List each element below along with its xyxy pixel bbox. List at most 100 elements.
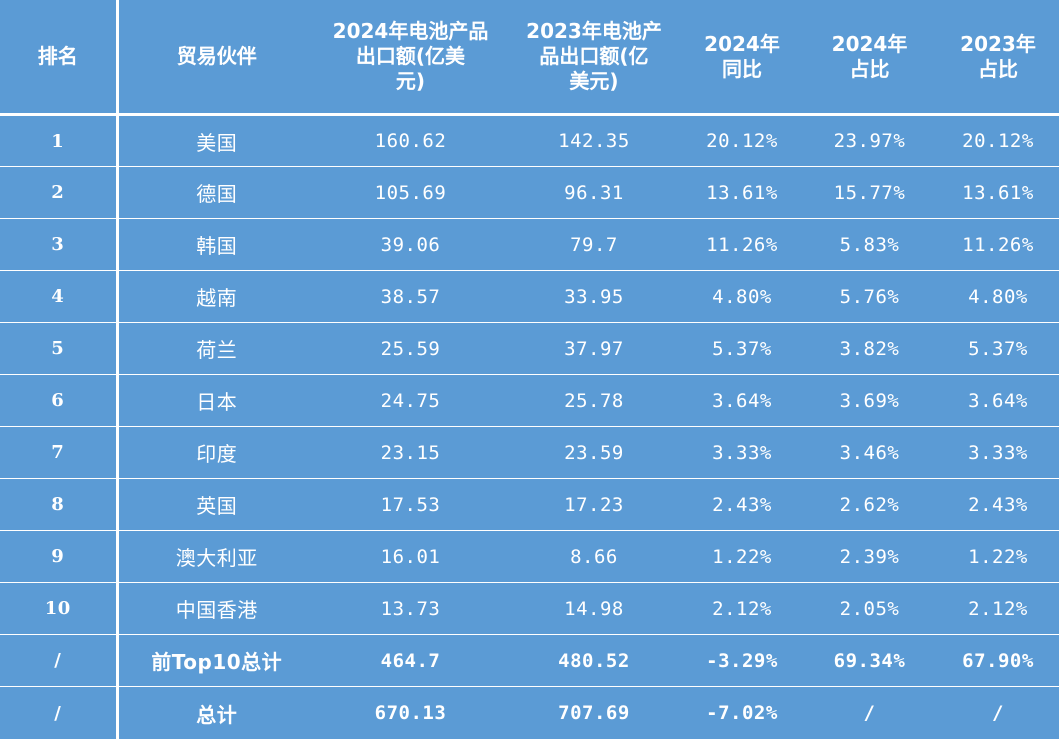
cell-share-2023: 2.43% bbox=[937, 478, 1059, 532]
table-row: 7 印度 23.15 23.59 3.33% 3.46% 3.33% bbox=[0, 426, 1059, 480]
cell-share-2024: 5.83% bbox=[802, 218, 937, 272]
cell-share-2023: 1.22% bbox=[937, 530, 1059, 584]
cell-rank: 1 bbox=[0, 114, 119, 168]
cell-share-2024: / bbox=[863, 702, 876, 725]
cell-export-2024: 23.15 bbox=[315, 426, 506, 480]
cell-rank: 10 bbox=[0, 582, 119, 636]
cell-yoy-2024: -7.02% bbox=[706, 702, 778, 725]
table-row: 5 荷兰 25.59 37.97 5.37% 3.82% 5.37% bbox=[0, 322, 1059, 376]
table-row: 2 德国 105.69 96.31 13.61% 15.77% 13.61% bbox=[0, 166, 1059, 220]
cell-export-2024: 17.53 bbox=[315, 478, 506, 532]
cell-rank: 6 bbox=[0, 374, 119, 428]
header-rank-label: 排名 bbox=[37, 44, 78, 68]
cell-yoy-2024: 20.12% bbox=[682, 114, 802, 168]
cell-partner: 越南 bbox=[117, 270, 315, 324]
cell-rank: / bbox=[0, 634, 119, 688]
cell-share-2023: 11.26% bbox=[937, 218, 1059, 272]
table-row: 1 美国 160.62 142.35 20.12% 23.97% 20.12% bbox=[0, 114, 1059, 168]
cell-export-2024: 670.13 bbox=[374, 702, 447, 725]
cell-share-2023: 4.80% bbox=[937, 270, 1059, 324]
cell-export-2024: 13.73 bbox=[315, 582, 506, 636]
cell-export-2023: 96.31 bbox=[506, 166, 682, 220]
cell-share-2023: / bbox=[992, 702, 1004, 725]
header-yoy-2024[interactable]: 2024年 同比 bbox=[682, 0, 802, 116]
cell-share-2023: 2.12% bbox=[937, 582, 1059, 636]
table-row: 10 中国香港 13.73 14.98 2.12% 2.05% 2.12% bbox=[0, 582, 1059, 636]
cell-rank: / bbox=[0, 686, 119, 739]
cell-export-2023: 25.78 bbox=[506, 374, 682, 428]
cell-partner: 前Top10总计 bbox=[117, 634, 315, 688]
header-export-2023[interactable]: 2023年电池产 品出口额(亿 美元) bbox=[506, 0, 682, 116]
header-export-2024[interactable]: 2024年电池产品 出口额(亿美 元) bbox=[315, 0, 506, 116]
cell-export-2023: 33.95 bbox=[506, 270, 682, 324]
cell-share-2024: 3.82% bbox=[802, 322, 937, 376]
cell-yoy-2024: 3.64% bbox=[682, 374, 802, 428]
cell-export-2024: 16.01 bbox=[315, 530, 506, 584]
cell-yoy-2024: 1.22% bbox=[682, 530, 802, 584]
cell-export-2023: 14.98 bbox=[506, 582, 682, 636]
cell-rank: 8 bbox=[0, 478, 119, 532]
table-row: 4 越南 38.57 33.95 4.80% 5.76% 4.80% bbox=[0, 270, 1059, 324]
cell-share-2023: 20.12% bbox=[937, 114, 1059, 168]
cell-export-2023: 23.59 bbox=[506, 426, 682, 480]
table-body: 1 美国 160.62 142.35 20.12% 23.97% 20.12% … bbox=[0, 114, 1059, 739]
header-rank[interactable]: 排名 bbox=[0, 0, 119, 116]
cell-export-2024: 24.75 bbox=[315, 374, 506, 428]
table-row: 9 澳大利亚 16.01 8.66 1.22% 2.39% 1.22% bbox=[0, 530, 1059, 584]
cell-yoy-2024: 4.80% bbox=[682, 270, 802, 324]
cell-export-2024: 38.57 bbox=[315, 270, 506, 324]
cell-export-2024: 25.59 bbox=[315, 322, 506, 376]
header-share-2023[interactable]: 2023年 占比 bbox=[937, 0, 1059, 116]
cell-share-2024: 69.34% bbox=[802, 634, 937, 688]
cell-rank: 4 bbox=[0, 270, 119, 324]
cell-rank: 7 bbox=[0, 426, 119, 480]
cell-share-2024: 2.39% bbox=[802, 530, 937, 584]
cell-export-2024: 464.7 bbox=[315, 634, 506, 688]
cell-export-2023: 79.7 bbox=[506, 218, 682, 272]
cell-share-2024: 5.76% bbox=[802, 270, 937, 324]
cell-partner: 英国 bbox=[117, 478, 315, 532]
header-share-2023-label: 2023年 占比 bbox=[960, 31, 1036, 81]
cell-partner: 日本 bbox=[117, 374, 315, 428]
header-partner[interactable]: 贸易伙伴 bbox=[117, 0, 315, 116]
cell-yoy-2024: 3.33% bbox=[682, 426, 802, 480]
table-row: 3 韩国 39.06 79.7 11.26% 5.83% 11.26% bbox=[0, 218, 1059, 272]
cell-rank: 9 bbox=[0, 530, 119, 584]
cell-partner: 中国香港 bbox=[117, 582, 315, 636]
cell-share-2024: 2.62% bbox=[802, 478, 937, 532]
cell-export-2024: 105.69 bbox=[315, 166, 506, 220]
cell-yoy-2024: 11.26% bbox=[682, 218, 802, 272]
cell-export-2023: 480.52 bbox=[506, 634, 682, 688]
cell-partner: 韩国 bbox=[117, 218, 315, 272]
table-row: 6 日本 24.75 25.78 3.64% 3.69% 3.64% bbox=[0, 374, 1059, 428]
table-row: 8 英国 17.53 17.23 2.43% 2.62% 2.43% bbox=[0, 478, 1059, 532]
cell-export-2024: 39.06 bbox=[315, 218, 506, 272]
cell-export-2023: 37.97 bbox=[506, 322, 682, 376]
cell-share-2023: 3.64% bbox=[937, 374, 1059, 428]
summary-row-total: / 总计 670.13 707.69 -7.02% / / bbox=[0, 686, 1059, 739]
cell-export-2023: 142.35 bbox=[506, 114, 682, 168]
cell-export-2023: 707.69 bbox=[558, 702, 630, 725]
header-export-2024-label: 2024年电池产品 出口额(亿美 元) bbox=[332, 19, 489, 93]
cell-share-2024: 3.46% bbox=[802, 426, 937, 480]
cell-partner: 荷兰 bbox=[117, 322, 315, 376]
cell-partner: 印度 bbox=[117, 426, 315, 480]
header-partner-label: 贸易伙伴 bbox=[176, 44, 257, 68]
cell-rank: 3 bbox=[0, 218, 119, 272]
header-yoy-2024-label: 2024年 同比 bbox=[704, 31, 780, 81]
cell-export-2024: 160.62 bbox=[315, 114, 506, 168]
cell-yoy-2024: 2.43% bbox=[682, 478, 802, 532]
cell-yoy-2024: 5.37% bbox=[682, 322, 802, 376]
cell-share-2024: 2.05% bbox=[802, 582, 937, 636]
cell-yoy-2024: -3.29% bbox=[682, 634, 802, 688]
header-export-2023-label: 2023年电池产 品出口额(亿 美元) bbox=[526, 19, 662, 93]
summary-row-top10: / 前Top10总计 464.7 480.52 -3.29% 69.34% 67… bbox=[0, 634, 1059, 688]
cell-share-2023: 5.37% bbox=[937, 322, 1059, 376]
cell-yoy-2024: 13.61% bbox=[682, 166, 802, 220]
cell-partner: 德国 bbox=[117, 166, 315, 220]
cell-share-2024: 3.69% bbox=[802, 374, 937, 428]
table-header: 排名 贸易伙伴 2024年电池产品 出口额(亿美 元) 2023年电池产 品出口… bbox=[0, 0, 1059, 116]
header-share-2024[interactable]: 2024年 占比 bbox=[802, 0, 937, 116]
